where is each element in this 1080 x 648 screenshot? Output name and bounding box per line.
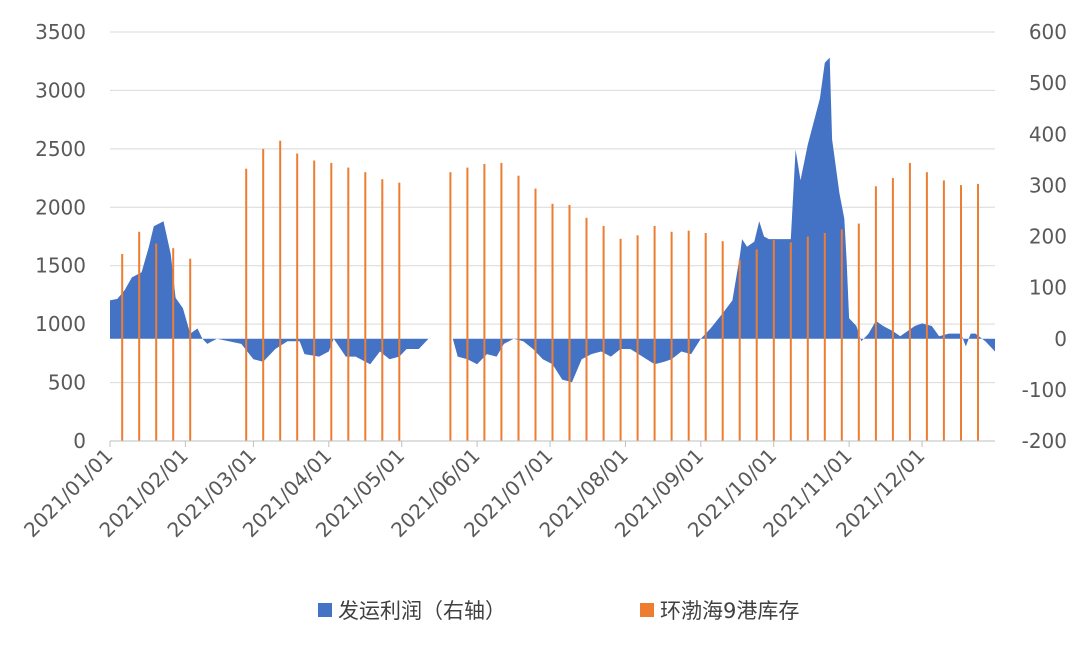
inventory-bar: [602, 226, 605, 441]
inventory-bar: [296, 153, 299, 441]
inventory-bar: [330, 162, 333, 441]
inventory-bar: [755, 249, 758, 441]
inventory-bar: [155, 243, 158, 441]
inventory-bar: [806, 236, 809, 441]
inventory-bar: [977, 183, 979, 441]
inventory-bar: [874, 186, 877, 441]
inventory-bar: [364, 172, 367, 441]
inventory-bar: [857, 223, 860, 441]
inventory-bar: [960, 185, 962, 441]
inventory-bar: [670, 231, 673, 441]
inventory-bar: [398, 182, 401, 441]
legend: 发运利润（右轴） 环渤海9港库存: [318, 599, 799, 623]
inventory-bar: [381, 179, 384, 441]
inventory-bar: [840, 229, 843, 441]
inventory-bar: [262, 148, 265, 441]
inventory-bar: [619, 238, 622, 441]
inventory-bar: [313, 160, 316, 441]
right-tick-label: 300: [1029, 173, 1067, 197]
left-tick-label: 2000: [35, 195, 86, 219]
inventory-bar: [138, 231, 141, 441]
inventory-bar-series: [121, 140, 979, 441]
right-tick-label: 100: [1029, 276, 1067, 300]
inventory-bar: [245, 168, 248, 441]
right-tick-label: 0: [1054, 327, 1067, 351]
inventory-bar: [789, 242, 792, 441]
left-tick-label: 1000: [35, 312, 86, 336]
inventory-bar: [347, 167, 350, 441]
inventory-bar: [279, 140, 282, 441]
inventory-bar: [568, 204, 571, 441]
left-tick-label: 2500: [35, 137, 86, 161]
x-axis: [109, 440, 995, 447]
inventory-bar: [636, 235, 639, 441]
inventory-bar: [172, 248, 175, 441]
right-axis: -200 -100 0 100 200 300 400 500 600: [1022, 20, 1067, 453]
left-tick-label: 0: [73, 429, 86, 453]
inventory-bar: [483, 164, 486, 441]
inventory-bar: [466, 167, 469, 441]
inventory-bar: [585, 217, 588, 441]
inventory-bar: [704, 233, 707, 441]
inventory-bar: [823, 233, 826, 441]
x-axis-ticks: 2021/01/012021/02/012021/03/012021/04/01…: [19, 444, 930, 542]
inventory-bar: [738, 259, 741, 441]
right-tick-label: 200: [1029, 225, 1067, 249]
inventory-bar: [721, 241, 724, 441]
inventory-bar: [653, 226, 656, 441]
inventory-bar: [534, 188, 537, 441]
left-tick-label: 3500: [35, 20, 86, 44]
right-tick-label: 400: [1029, 122, 1067, 146]
inventory-bar: [551, 203, 554, 441]
inventory-bar: [891, 178, 894, 441]
inventory-bar: [772, 240, 775, 441]
inventory-bar: [121, 254, 124, 441]
inventory-bar: [189, 258, 192, 441]
inventory-bar: [449, 172, 452, 441]
inventory-bar: [500, 162, 503, 441]
left-tick-label: 500: [48, 371, 86, 395]
left-tick-label: 1500: [35, 254, 86, 278]
left-tick-label: 3000: [35, 78, 86, 102]
left-axis: 0 500 1000 1500 2000 2500 3000 3500: [35, 20, 86, 453]
inventory-bar: [687, 230, 690, 441]
legend-swatch-profit: [318, 603, 332, 617]
right-tick-label: -100: [1022, 378, 1067, 402]
legend-label-profit: 发运利润（右轴）: [338, 599, 506, 623]
legend-label-inventory: 环渤海9港库存: [660, 599, 799, 623]
right-tick-label: 600: [1029, 20, 1067, 44]
inventory-bar: [925, 172, 928, 441]
inventory-bar: [908, 162, 911, 441]
inventory-bar: [942, 180, 945, 441]
legend-swatch-inventory: [640, 603, 654, 617]
inventory-bar: [517, 175, 520, 441]
right-tick-label: -200: [1022, 429, 1067, 453]
right-tick-label: 500: [1029, 71, 1067, 95]
